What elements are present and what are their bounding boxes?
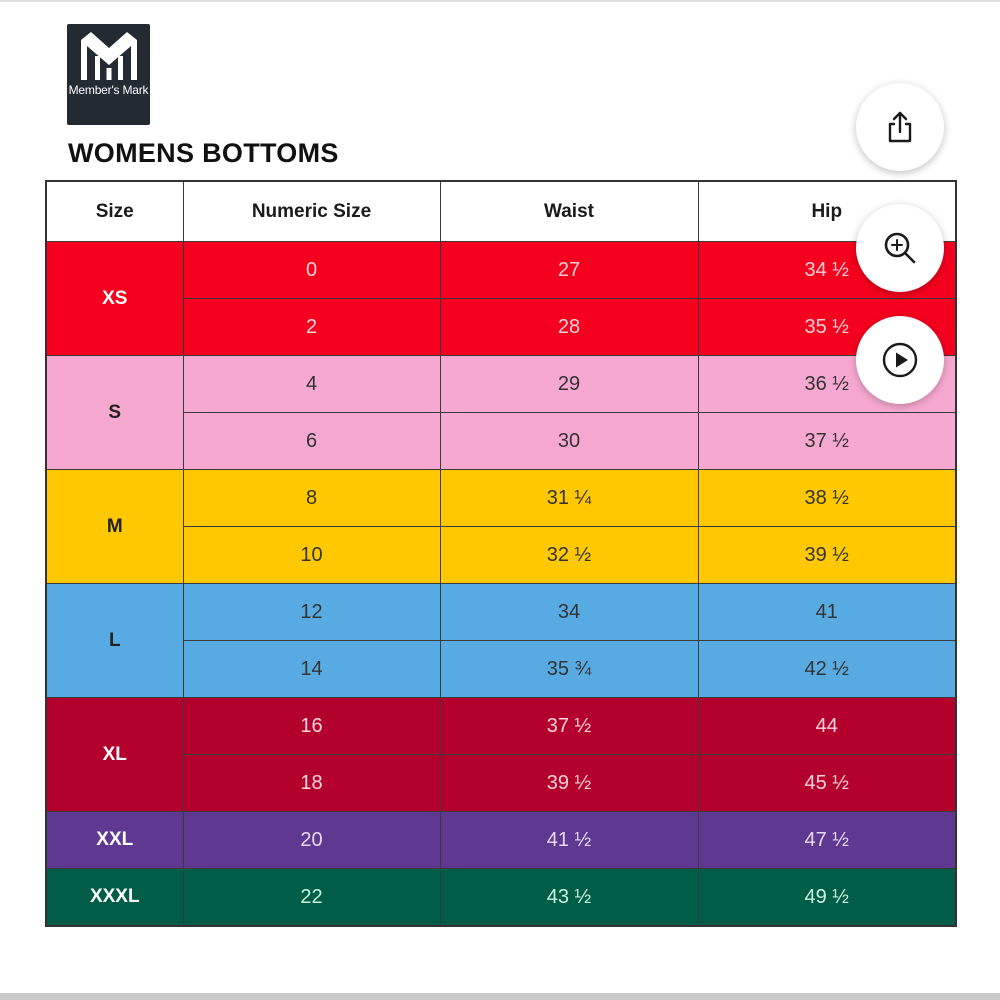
- waist-cell: 43 ½: [439, 868, 699, 927]
- share-button[interactable]: [856, 83, 944, 171]
- table-row: 2 28 35 ½: [46, 298, 957, 356]
- table-row: 18 39 ½ 45 ½: [46, 754, 957, 812]
- size-label-cell: M: [45, 469, 184, 584]
- page-title: WOMENS BOTTOMS: [68, 138, 339, 168]
- waist-cell: 30: [439, 412, 699, 470]
- table-row: M 8 31 ¼ 38 ½: [45, 469, 957, 584]
- members-mark-logo: Member's Mark: [67, 24, 150, 125]
- numeric-cell: 6: [182, 412, 441, 470]
- logo-text: Member's Mark: [68, 83, 149, 97]
- waist-cell: 34: [439, 583, 699, 641]
- numeric-cell: 4: [182, 355, 441, 413]
- numeric-cell: 18: [182, 754, 441, 812]
- members-mark-logo-icon: [80, 32, 137, 80]
- header-waist: Waist: [439, 180, 699, 242]
- hip-cell: 37 ½: [697, 412, 957, 470]
- top-divider: [0, 0, 1000, 2]
- waist-cell: 27: [439, 241, 699, 299]
- size-label-cell: XS: [45, 241, 184, 356]
- numeric-cell: 10: [182, 526, 441, 584]
- numeric-cell: 0: [182, 241, 441, 299]
- hip-cell: 49 ½: [697, 868, 957, 927]
- table-row: S 4 29 36 ½: [45, 355, 957, 470]
- numeric-cell: 16: [182, 697, 441, 755]
- table-header-row: Size Numeric Size Waist Hip: [45, 180, 957, 242]
- table-row: XXL 20 41 ½ 47 ½: [45, 811, 957, 869]
- play-icon: [882, 342, 918, 378]
- share-icon: [888, 111, 912, 143]
- size-chart-table: Size Numeric Size Waist Hip XS 0 27 34 ½ 2 28…: [45, 180, 957, 927]
- size-label-cell: XXL: [45, 811, 184, 869]
- table-row: 6 30 37 ½: [46, 412, 957, 470]
- numeric-cell: 22: [182, 868, 441, 927]
- header-size: Size: [45, 180, 184, 242]
- waist-cell: 37 ½: [439, 697, 699, 755]
- waist-cell: 29: [439, 355, 699, 413]
- size-label-cell: L: [45, 583, 184, 698]
- size-chart-body: XS 0 27 34 ½ 2 28 35 ½ S 4 29 36 ½ 6 30 37 ½ M 8 31 ¼ 38 …: [45, 241, 957, 927]
- hip-cell: 38 ½: [697, 469, 957, 527]
- waist-cell: 32 ½: [439, 526, 699, 584]
- table-row: XXXL 22 43 ½ 49 ½: [45, 868, 957, 927]
- table-row: XS 0 27 34 ½: [45, 241, 957, 356]
- size-label-cell: XL: [45, 697, 184, 812]
- bottom-bar: [0, 993, 1000, 1000]
- hip-cell: 44: [697, 697, 957, 755]
- waist-cell: 28: [439, 298, 699, 356]
- table-row: XL 16 37 ½ 44: [45, 697, 957, 812]
- hip-cell: 39 ½: [697, 526, 957, 584]
- size-label-cell: S: [45, 355, 184, 470]
- numeric-cell: 20: [182, 811, 441, 869]
- hip-cell: 47 ½: [697, 811, 957, 869]
- waist-cell: 41 ½: [439, 811, 699, 869]
- numeric-cell: 2: [182, 298, 441, 356]
- table-row: 14 35 ¾ 42 ½: [46, 640, 957, 698]
- table-row: L 12 34 41: [45, 583, 957, 698]
- header-numeric-size: Numeric Size: [182, 180, 441, 242]
- numeric-cell: 8: [182, 469, 441, 527]
- table-row: 10 32 ½ 39 ½: [46, 526, 957, 584]
- numeric-cell: 12: [182, 583, 441, 641]
- size-label-cell: XXXL: [45, 868, 184, 927]
- hip-cell: 42 ½: [697, 640, 957, 698]
- waist-cell: 35 ¾: [439, 640, 699, 698]
- numeric-cell: 14: [182, 640, 441, 698]
- hip-cell: 45 ½: [697, 754, 957, 812]
- zoom-in-icon: [884, 232, 916, 264]
- waist-cell: 31 ¼: [439, 469, 699, 527]
- play-button[interactable]: [856, 316, 944, 404]
- waist-cell: 39 ½: [439, 754, 699, 812]
- zoom-button[interactable]: [856, 204, 944, 292]
- hip-cell: 41: [697, 583, 957, 641]
